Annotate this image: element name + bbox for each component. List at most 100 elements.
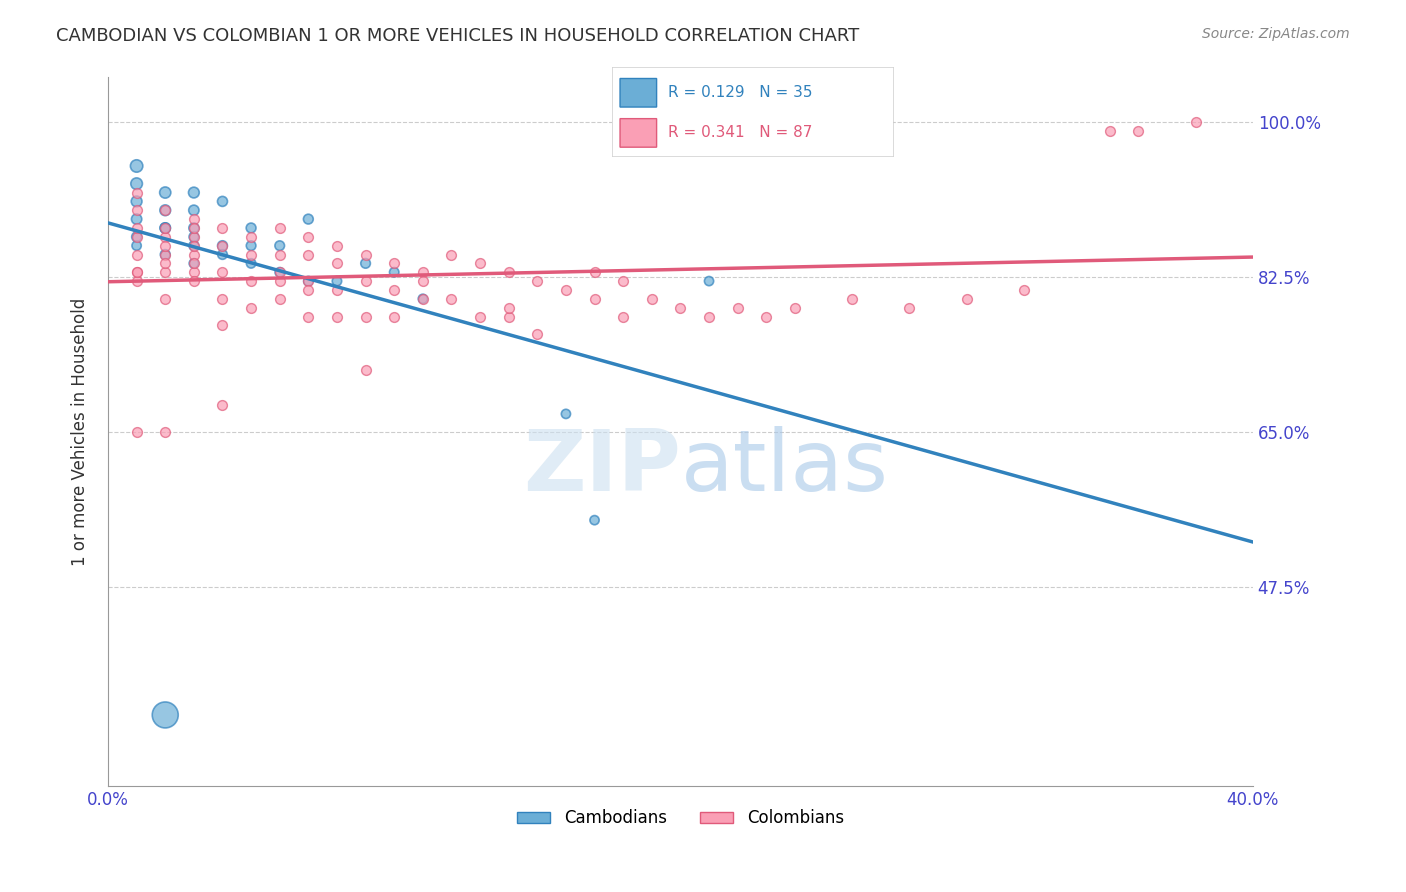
Point	[125, 425, 148, 439]
Point	[240, 274, 263, 288]
Point	[326, 238, 349, 252]
Point	[183, 238, 205, 252]
Point	[583, 292, 606, 306]
Point	[211, 292, 233, 306]
Point	[125, 194, 148, 209]
Point	[555, 407, 578, 421]
Point	[183, 265, 205, 279]
Point	[526, 274, 548, 288]
Point	[240, 229, 263, 244]
Point	[498, 310, 520, 324]
Point	[354, 256, 377, 270]
Point	[612, 274, 634, 288]
Point	[612, 310, 634, 324]
Point	[326, 256, 349, 270]
Point	[125, 177, 148, 191]
Point	[326, 283, 349, 297]
Point	[412, 265, 434, 279]
Point	[382, 283, 405, 297]
Point	[155, 221, 177, 235]
Point	[211, 194, 233, 209]
Point	[727, 301, 749, 315]
Text: R = 0.341   N = 87: R = 0.341 N = 87	[668, 126, 813, 140]
Point	[240, 221, 263, 235]
Point	[155, 256, 177, 270]
Point	[155, 221, 177, 235]
Text: atlas: atlas	[681, 425, 889, 508]
Point	[125, 159, 148, 173]
Point	[211, 238, 233, 252]
Point	[183, 186, 205, 200]
Point	[125, 238, 148, 252]
Point	[297, 310, 319, 324]
Point	[125, 186, 148, 200]
Point	[155, 247, 177, 261]
Point	[297, 212, 319, 227]
Point	[183, 247, 205, 261]
Point	[211, 238, 233, 252]
Legend: Cambodians, Colombians: Cambodians, Colombians	[510, 803, 851, 834]
Point	[240, 238, 263, 252]
Point	[583, 265, 606, 279]
Point	[155, 238, 177, 252]
Point	[269, 247, 291, 261]
Point	[125, 265, 148, 279]
Point	[155, 425, 177, 439]
Text: Source: ZipAtlas.com: Source: ZipAtlas.com	[1202, 27, 1350, 41]
Point	[211, 221, 233, 235]
Point	[125, 265, 148, 279]
Point	[211, 318, 233, 333]
Point	[297, 274, 319, 288]
Point	[354, 310, 377, 324]
Point	[583, 513, 606, 527]
Point	[211, 398, 233, 412]
Point	[269, 292, 291, 306]
Point	[125, 221, 148, 235]
Point	[412, 274, 434, 288]
Point	[155, 186, 177, 200]
Point	[697, 310, 720, 324]
Point	[297, 229, 319, 244]
FancyBboxPatch shape	[620, 119, 657, 147]
Point	[269, 265, 291, 279]
Point	[898, 301, 921, 315]
Point	[440, 292, 463, 306]
Point	[183, 256, 205, 270]
Point	[354, 247, 377, 261]
Point	[269, 265, 291, 279]
Point	[498, 265, 520, 279]
Point	[155, 247, 177, 261]
Point	[526, 327, 548, 342]
Point	[269, 274, 291, 288]
Point	[155, 229, 177, 244]
Point	[211, 265, 233, 279]
Point	[783, 301, 806, 315]
Point	[697, 274, 720, 288]
Point	[841, 292, 863, 306]
Point	[155, 221, 177, 235]
Point	[498, 301, 520, 315]
Point	[412, 292, 434, 306]
Point	[755, 310, 778, 324]
Point	[382, 256, 405, 270]
Point	[555, 283, 578, 297]
Text: CAMBODIAN VS COLOMBIAN 1 OR MORE VEHICLES IN HOUSEHOLD CORRELATION CHART: CAMBODIAN VS COLOMBIAN 1 OR MORE VEHICLE…	[56, 27, 859, 45]
Point	[125, 229, 148, 244]
Point	[956, 292, 979, 306]
FancyBboxPatch shape	[620, 78, 657, 107]
Point	[183, 229, 205, 244]
Point	[354, 362, 377, 376]
Point	[155, 203, 177, 218]
Point	[183, 212, 205, 227]
Point	[183, 221, 205, 235]
Point	[125, 229, 148, 244]
Point	[155, 708, 177, 723]
Point	[468, 310, 491, 324]
Point	[183, 221, 205, 235]
Point	[1184, 114, 1206, 128]
Point	[183, 256, 205, 270]
Point	[125, 274, 148, 288]
Text: R = 0.129   N = 35: R = 0.129 N = 35	[668, 86, 813, 100]
Point	[155, 203, 177, 218]
Point	[1098, 123, 1121, 137]
